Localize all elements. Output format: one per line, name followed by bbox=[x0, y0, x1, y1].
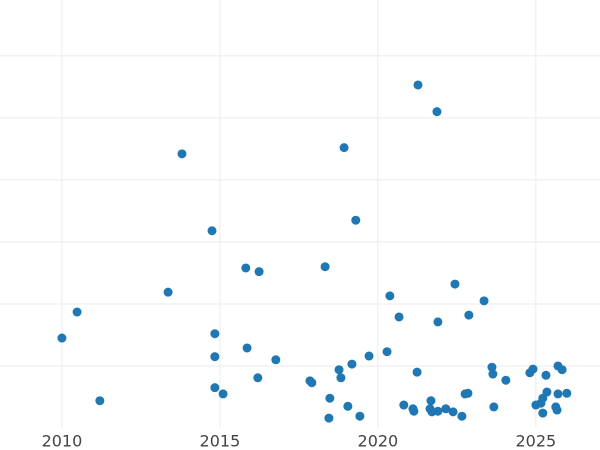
point bbox=[501, 375, 511, 385]
point bbox=[72, 307, 82, 317]
point bbox=[463, 388, 473, 398]
point bbox=[343, 401, 353, 411]
point bbox=[433, 406, 443, 416]
x-tick-label: 2020 bbox=[358, 432, 399, 450]
point bbox=[241, 263, 251, 273]
point bbox=[488, 369, 498, 379]
point bbox=[412, 367, 422, 377]
point bbox=[253, 373, 263, 383]
x-tick-label: 2010 bbox=[42, 432, 83, 450]
point bbox=[433, 317, 443, 327]
point bbox=[364, 351, 374, 361]
point bbox=[457, 411, 467, 421]
point bbox=[528, 364, 538, 374]
point bbox=[562, 388, 572, 398]
point bbox=[177, 149, 187, 159]
point bbox=[426, 396, 436, 406]
point bbox=[432, 107, 442, 117]
point bbox=[254, 267, 264, 277]
point bbox=[382, 347, 392, 357]
point bbox=[487, 362, 497, 372]
point bbox=[218, 389, 228, 399]
point bbox=[242, 343, 252, 353]
point bbox=[320, 262, 330, 272]
point bbox=[557, 365, 567, 375]
point bbox=[347, 359, 357, 369]
point bbox=[210, 329, 220, 339]
point bbox=[163, 287, 173, 297]
point bbox=[57, 333, 67, 343]
point bbox=[464, 310, 474, 320]
point bbox=[450, 279, 460, 289]
point bbox=[385, 291, 395, 301]
point bbox=[538, 408, 548, 418]
point bbox=[399, 400, 409, 410]
x-tick-label: 2025 bbox=[516, 432, 557, 450]
point bbox=[541, 370, 551, 380]
point bbox=[307, 378, 317, 388]
point bbox=[355, 411, 365, 421]
point bbox=[271, 355, 281, 365]
point bbox=[553, 389, 563, 399]
point bbox=[409, 406, 419, 416]
point bbox=[441, 404, 451, 414]
point bbox=[336, 373, 346, 383]
point bbox=[351, 215, 361, 225]
point bbox=[95, 396, 105, 406]
point bbox=[542, 387, 552, 397]
point bbox=[324, 413, 334, 423]
point bbox=[210, 383, 220, 393]
point bbox=[325, 393, 335, 403]
point bbox=[413, 80, 423, 90]
point bbox=[489, 402, 499, 412]
point bbox=[207, 226, 217, 236]
x-tick-label: 2015 bbox=[200, 432, 241, 450]
point bbox=[394, 312, 404, 322]
point bbox=[448, 407, 458, 417]
point bbox=[552, 405, 562, 415]
point bbox=[479, 296, 489, 306]
point bbox=[210, 352, 220, 362]
point bbox=[334, 365, 344, 375]
point bbox=[339, 143, 349, 153]
